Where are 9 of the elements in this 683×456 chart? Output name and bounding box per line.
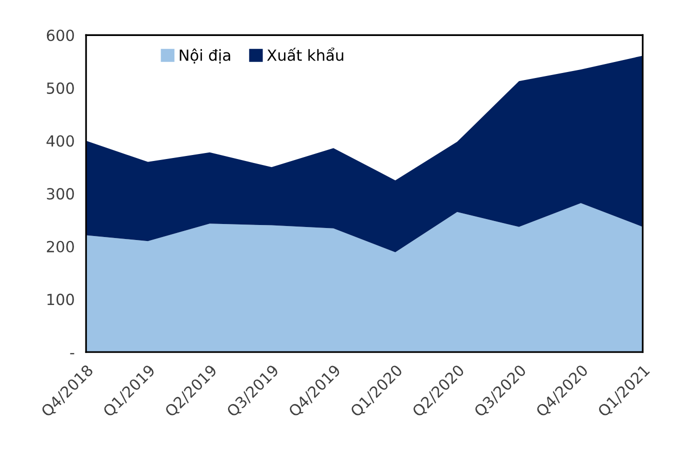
y-tick-label: 300 [46,188,74,200]
y-tick-label: 200 [46,240,74,252]
y-tick-label: - [70,353,74,354]
y-tick-label: 100 [47,294,74,306]
legend-label: Nội địa [180,48,230,64]
y-tick-label: 600 [46,30,74,42]
legend-label: Xuất khẩu [267,48,344,61]
y-tick-label: 500 [46,82,74,94]
y-tick-label: 400 [46,135,74,147]
